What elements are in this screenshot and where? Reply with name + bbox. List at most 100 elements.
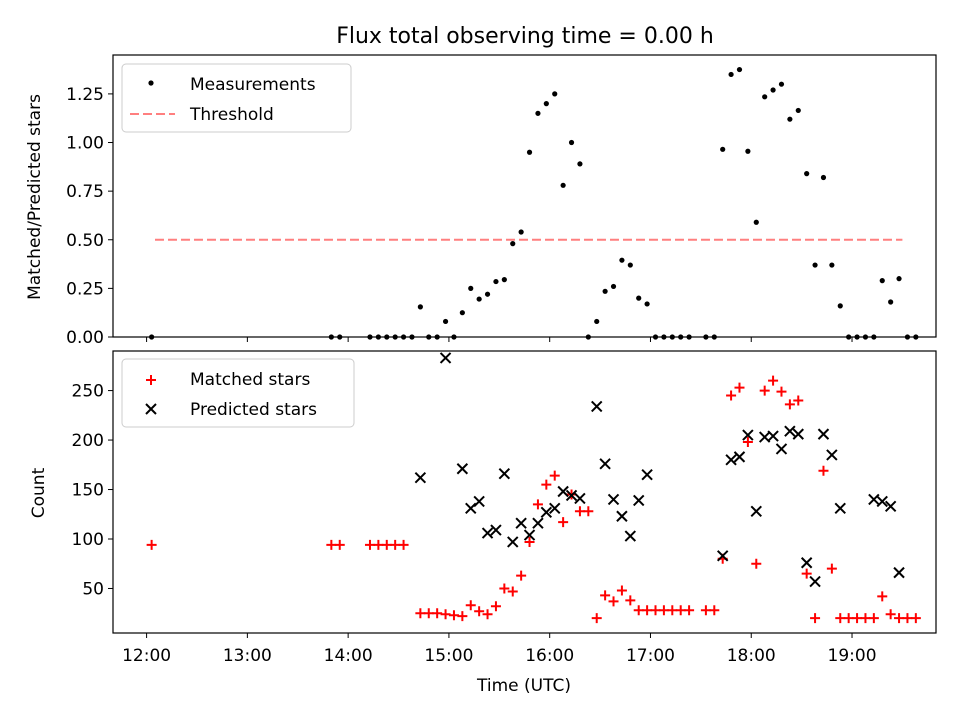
bottom-y-tick-label: 50 <box>82 579 104 599</box>
data-point <box>591 613 602 624</box>
data-point <box>834 502 846 515</box>
data-point <box>619 257 625 263</box>
data-point <box>734 382 745 393</box>
data-point <box>879 278 885 284</box>
data-point <box>364 539 375 550</box>
data-point <box>829 262 835 268</box>
data-point <box>896 276 902 282</box>
data-point <box>835 613 846 624</box>
data-point <box>852 613 863 624</box>
data-point <box>543 101 549 107</box>
data-point <box>515 517 527 529</box>
data-point <box>390 539 401 550</box>
data-point <box>552 91 558 97</box>
data-point <box>876 495 888 508</box>
x-tick-label: 18:00 <box>727 646 776 666</box>
data-point <box>792 428 804 440</box>
data-point <box>549 470 560 481</box>
data-point <box>877 591 888 602</box>
data-point <box>607 493 620 506</box>
data-point <box>560 182 566 188</box>
data-point <box>768 375 779 386</box>
series-predicted-stars <box>414 352 905 588</box>
data-point <box>716 550 729 562</box>
data-point <box>440 609 451 620</box>
data-point <box>398 539 409 550</box>
x-tick-label: 15:00 <box>424 646 473 666</box>
data-point <box>591 400 603 413</box>
data-point <box>778 81 785 87</box>
bottom-axes-frame <box>112 350 937 634</box>
top-y-tick-label: 0.00 <box>66 328 104 348</box>
x-tick-label: 13:00 <box>223 646 272 666</box>
data-point <box>742 437 753 448</box>
data-point <box>868 493 880 506</box>
data-point <box>334 539 345 550</box>
top-y-axis-label: Matched/Predicted stars <box>25 94 45 300</box>
data-point <box>684 605 695 616</box>
data-point <box>784 425 796 437</box>
data-point <box>473 495 485 508</box>
data-point <box>910 613 921 624</box>
bottom-legend-box <box>121 358 355 428</box>
data-point <box>499 583 510 594</box>
data-point <box>776 386 787 397</box>
top-y-tick-label: 1.25 <box>66 85 104 105</box>
data-point <box>667 605 678 616</box>
data-point <box>414 471 427 484</box>
top-axes-frame <box>112 54 937 338</box>
bottom-y-axis-label: Count <box>29 467 49 518</box>
data-point <box>633 605 644 616</box>
data-point <box>476 296 482 302</box>
data-point <box>642 605 653 616</box>
top-legend: Measurements Threshold <box>121 63 352 133</box>
data-point <box>583 506 594 517</box>
data-point <box>565 489 578 502</box>
top-y-tick-label: 0.25 <box>66 279 104 299</box>
data-point <box>482 609 493 620</box>
data-point <box>728 71 734 78</box>
data-point <box>902 613 913 624</box>
data-point <box>524 536 535 547</box>
data-point <box>650 605 661 616</box>
data-point <box>793 395 804 406</box>
top-y-tick-label: 0.75 <box>66 182 104 202</box>
data-point <box>498 467 511 480</box>
data-point <box>709 605 720 616</box>
data-point <box>415 608 426 619</box>
bottom-y-tick-label: 150 <box>72 481 104 501</box>
data-point <box>700 605 711 616</box>
data-point <box>574 492 586 505</box>
data-point <box>549 502 561 515</box>
data-point <box>770 87 776 93</box>
data-point <box>532 517 544 529</box>
data-point <box>373 539 384 550</box>
data-point <box>594 318 600 325</box>
series-matched-stars <box>146 375 921 624</box>
data-point <box>616 585 627 596</box>
data-point <box>627 262 633 268</box>
data-point <box>641 468 653 481</box>
bottom-y-tick-label: 100 <box>72 530 104 550</box>
data-point <box>490 524 502 536</box>
data-point <box>507 586 518 597</box>
data-point <box>602 288 608 294</box>
bottom-plot-area: 12:00 13:00 14:00 15:00 16:00 17:00 18:00 19:00… <box>72 350 937 666</box>
x-tick-label: 12:00 <box>122 646 171 666</box>
data-point <box>599 458 611 470</box>
data-point <box>884 500 897 513</box>
data-point <box>510 241 516 247</box>
data-point <box>490 601 501 612</box>
legend-label-threshold: Threshold <box>189 105 274 125</box>
data-point <box>526 149 533 155</box>
data-point <box>658 605 669 616</box>
data-point <box>784 399 795 410</box>
data-point <box>809 575 821 588</box>
data-point <box>753 219 759 225</box>
data-point <box>577 161 583 167</box>
data-point <box>644 301 650 307</box>
data-point <box>742 429 754 441</box>
data-point <box>465 600 476 611</box>
data-point <box>633 494 645 507</box>
